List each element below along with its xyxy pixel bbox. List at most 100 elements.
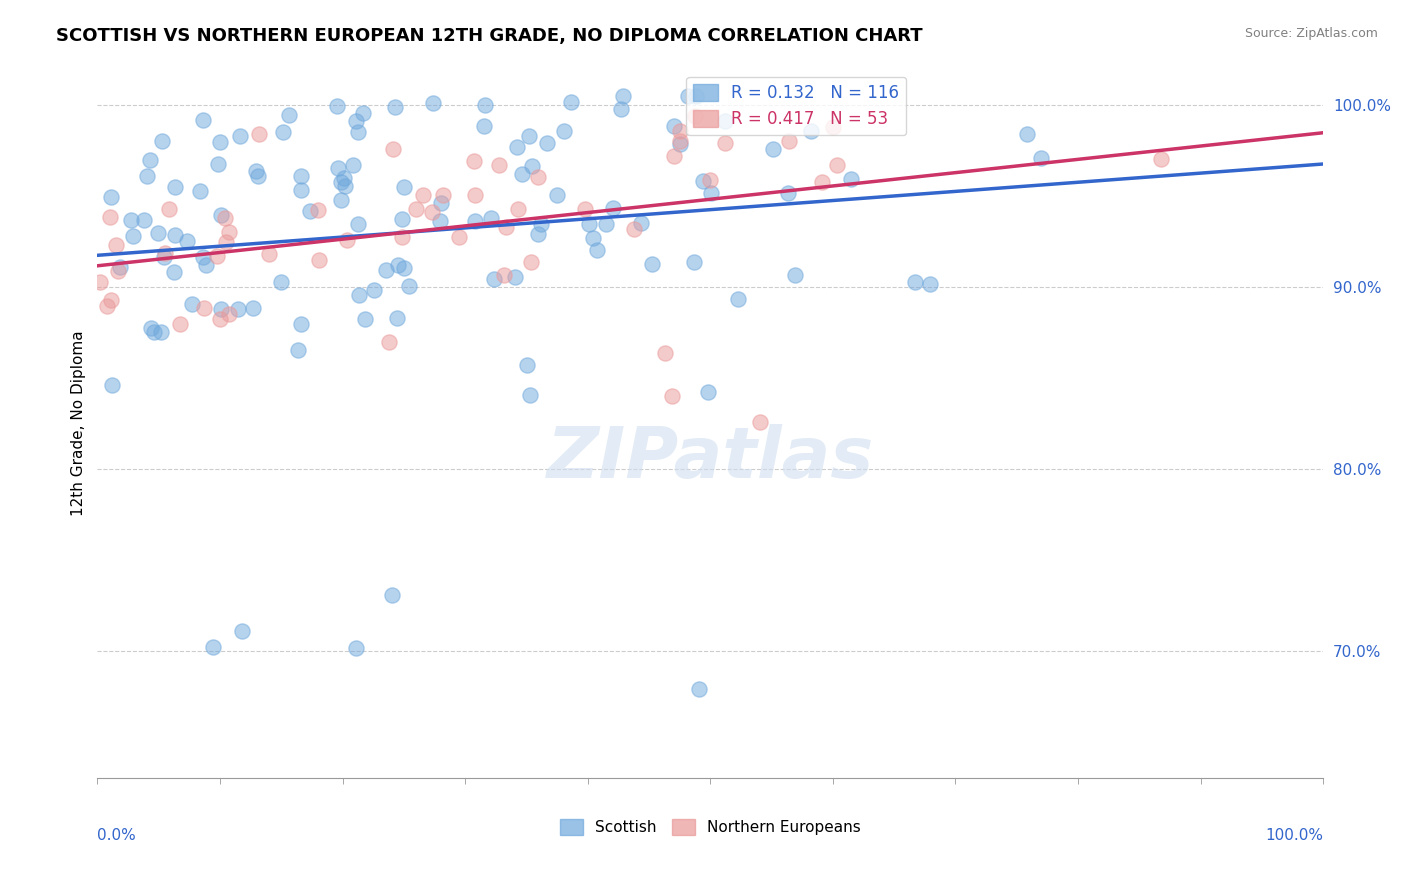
Point: [209, 135, 232, 149]
Point: [107, 264, 129, 278]
Point: [585, 243, 607, 257]
Point: [363, 283, 385, 297]
Point: [157, 202, 180, 216]
Point: [669, 124, 692, 138]
Point: [218, 307, 240, 321]
Point: [165, 227, 187, 242]
Y-axis label: 12th Grade, No Diploma: 12th Grade, No Diploma: [72, 331, 86, 516]
Point: [326, 161, 349, 176]
Point: [510, 167, 533, 181]
Point: [218, 225, 240, 239]
Point: [405, 202, 427, 216]
Point: [700, 186, 723, 200]
Point: [685, 109, 707, 123]
Point: [193, 301, 215, 315]
Point: [100, 189, 122, 203]
Point: [464, 214, 486, 228]
Point: [612, 88, 634, 103]
Point: [333, 179, 356, 194]
Point: [354, 312, 377, 326]
Point: [918, 277, 941, 291]
Point: [205, 249, 228, 263]
Point: [1150, 152, 1173, 166]
Point: [208, 312, 231, 326]
Point: [449, 230, 471, 244]
Point: [380, 588, 402, 602]
Point: [495, 219, 517, 234]
Point: [202, 640, 225, 655]
Legend: Scottish, Northern Europeans: Scottish, Northern Europeans: [554, 814, 868, 841]
Point: [375, 262, 398, 277]
Text: 100.0%: 100.0%: [1265, 828, 1323, 843]
Point: [464, 188, 486, 202]
Text: SCOTTISH VS NORTHERN EUROPEAN 12TH GRADE, NO DIPLOMA CORRELATION CHART: SCOTTISH VS NORTHERN EUROPEAN 12TH GRADE…: [56, 27, 922, 45]
Point: [839, 172, 862, 186]
Point: [392, 261, 415, 276]
Point: [669, 134, 692, 148]
Point: [96, 299, 118, 313]
Point: [661, 389, 683, 403]
Point: [494, 268, 516, 282]
Point: [169, 317, 191, 331]
Point: [384, 100, 406, 114]
Point: [148, 226, 170, 240]
Point: [181, 297, 204, 311]
Point: [519, 388, 541, 402]
Point: [560, 95, 582, 109]
Point: [378, 335, 401, 350]
Point: [382, 142, 405, 156]
Point: [98, 210, 121, 224]
Point: [242, 301, 264, 315]
Point: [108, 260, 131, 274]
Point: [329, 193, 352, 207]
Point: [347, 288, 370, 302]
Point: [688, 681, 710, 696]
Point: [904, 276, 927, 290]
Point: [553, 124, 575, 138]
Point: [176, 234, 198, 248]
Point: [270, 275, 292, 289]
Point: [104, 238, 127, 252]
Point: [696, 385, 718, 400]
Point: [530, 217, 553, 231]
Point: [429, 214, 451, 228]
Point: [582, 231, 605, 245]
Point: [595, 217, 617, 231]
Point: [188, 184, 211, 198]
Point: [482, 272, 505, 286]
Point: [387, 258, 409, 272]
Point: [308, 253, 330, 268]
Point: [472, 119, 495, 133]
Point: [699, 172, 721, 186]
Point: [727, 292, 749, 306]
Point: [463, 153, 485, 168]
Point: [610, 103, 633, 117]
Point: [290, 183, 312, 197]
Point: [432, 187, 454, 202]
Point: [342, 158, 364, 172]
Point: [209, 302, 232, 317]
Point: [398, 279, 420, 293]
Point: [347, 125, 370, 139]
Point: [215, 235, 238, 249]
Point: [662, 149, 685, 163]
Point: [287, 343, 309, 357]
Point: [100, 293, 122, 307]
Point: [578, 217, 600, 231]
Point: [506, 202, 529, 217]
Point: [821, 120, 844, 134]
Point: [778, 186, 800, 201]
Point: [344, 641, 367, 656]
Point: [714, 114, 737, 128]
Point: [191, 250, 214, 264]
Point: [503, 269, 526, 284]
Point: [574, 202, 596, 217]
Point: [194, 259, 217, 273]
Point: [344, 114, 367, 128]
Point: [136, 169, 159, 184]
Point: [683, 255, 706, 269]
Point: [392, 180, 415, 194]
Point: [278, 108, 301, 122]
Point: [811, 175, 834, 189]
Point: [245, 164, 267, 178]
